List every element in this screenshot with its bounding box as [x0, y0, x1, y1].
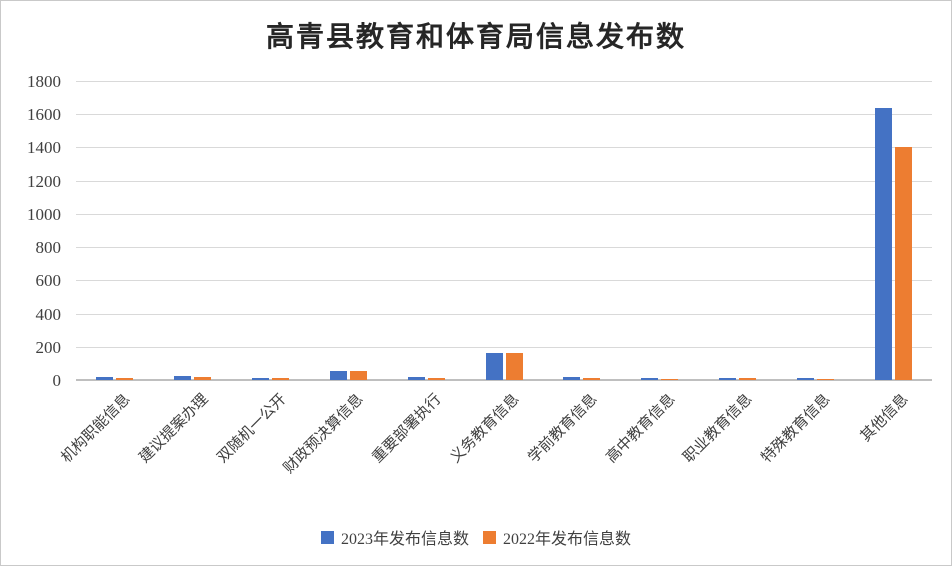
bar-series0 — [874, 107, 892, 380]
x-axis-label: 双随机一公开 — [214, 391, 290, 467]
y-axis-tick-label: 1400 — [27, 138, 61, 158]
plot-area — [76, 81, 932, 381]
bar-series1 — [894, 147, 912, 380]
bar-series0 — [563, 377, 581, 380]
legend-label: 2022年发布信息数 — [503, 531, 632, 548]
bar-series0 — [96, 376, 114, 380]
bar-series1 — [116, 378, 134, 380]
y-axis-tick-label: 800 — [35, 238, 62, 258]
x-axis-label: 特殊教育信息 — [758, 391, 834, 467]
gridline — [76, 346, 932, 348]
bar-series1 — [272, 378, 290, 380]
bar-series0 — [407, 376, 425, 380]
bar-series1 — [349, 370, 367, 380]
gridline — [76, 213, 932, 215]
y-axis-tick-label: 1000 — [27, 204, 61, 224]
y-axis-tick-label: 0 — [52, 371, 62, 390]
bar-series0 — [796, 378, 814, 380]
gridline — [76, 114, 932, 116]
y-axis-tick-label: 1600 — [27, 105, 61, 125]
y-axis-tick-label: 400 — [35, 304, 62, 324]
gridline — [76, 247, 932, 249]
bar-series0 — [718, 378, 736, 380]
gridline — [76, 81, 932, 82]
gridline — [76, 313, 932, 315]
legend-label: 2023年发布信息数 — [340, 531, 469, 548]
x-axis-label: 机构职能信息 — [58, 391, 134, 467]
y-axis-tick-label: 600 — [35, 271, 62, 291]
chart-title: 高青县教育和体育局信息发布数 — [265, 22, 686, 53]
bar-series0 — [329, 370, 347, 380]
gridline — [76, 180, 932, 182]
legend-item-2022: 2022年发布信息数 — [483, 525, 631, 549]
bar-series1 — [194, 376, 212, 380]
y-axis-tick-label: 1200 — [27, 171, 61, 191]
bar-series1 — [816, 378, 834, 380]
legend-swatch-icon — [483, 530, 496, 544]
bar-series0 — [485, 352, 503, 380]
legend-swatch-icon — [320, 530, 334, 544]
x-axis-label: 建议提案办理 — [136, 391, 212, 467]
x-axis-label: 其他信息 — [857, 391, 912, 446]
bar-series1 — [427, 377, 445, 380]
x-axis-label: 财政预决算信息 — [281, 391, 367, 477]
x-axis-label: 重要部署执行 — [369, 391, 445, 467]
bar-series1 — [738, 378, 756, 380]
gridline — [76, 147, 932, 149]
y-axis-tick-label: 200 — [35, 337, 62, 357]
bar-series1 — [661, 378, 679, 380]
legend-item-2023: 2023年发布信息数 — [320, 525, 469, 549]
bar-series0 — [174, 376, 192, 380]
x-axis-label: 高中教育信息 — [603, 391, 679, 467]
x-axis-line — [76, 379, 932, 381]
bar-series0 — [252, 377, 270, 380]
gridline — [76, 280, 932, 282]
legend: 2023年发布信息数 2022年发布信息数 — [1, 525, 951, 549]
bar-series0 — [641, 378, 659, 380]
x-axis-label: 学前教育信息 — [525, 391, 601, 467]
bar-series1 — [583, 378, 601, 380]
bar-series1 — [505, 353, 523, 380]
y-axis-tick-label: 1800 — [27, 72, 61, 91]
x-axis-label: 义务教育信息 — [447, 391, 523, 467]
x-axis-label: 职业教育信息 — [681, 391, 757, 467]
